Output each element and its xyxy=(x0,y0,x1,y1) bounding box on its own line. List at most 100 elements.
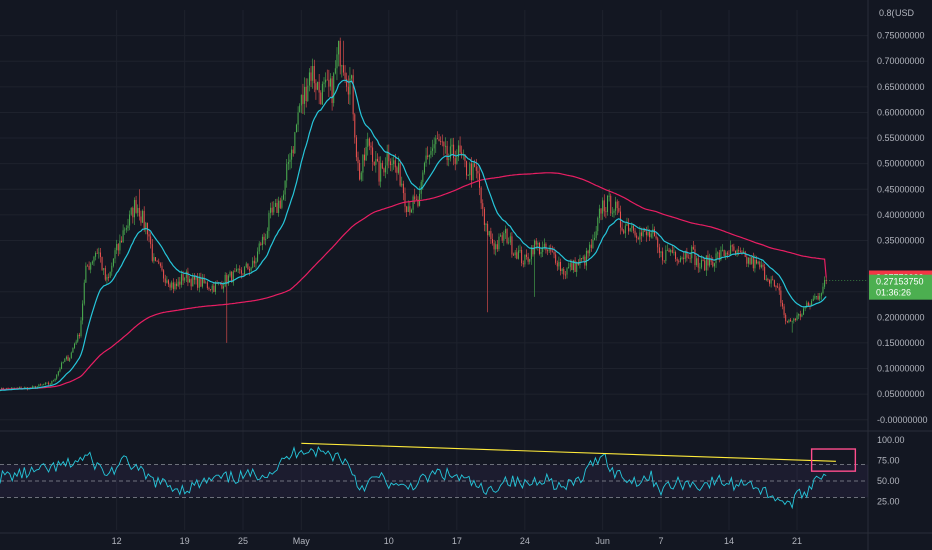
candle-body-down xyxy=(527,256,529,262)
candle-body-down xyxy=(464,154,466,162)
candle-body-up xyxy=(608,195,610,197)
candle-body-up xyxy=(485,223,487,225)
candle-body-down xyxy=(372,147,374,162)
candle-body-down xyxy=(409,206,411,213)
candle-body-down xyxy=(778,287,780,291)
candle-body-up xyxy=(822,286,824,294)
rsi-highlight-box[interactable] xyxy=(810,448,857,472)
candle-body-down xyxy=(618,208,620,212)
candle-body-down xyxy=(756,259,758,264)
candle-body-down xyxy=(279,200,281,208)
candle-body-down xyxy=(653,229,655,237)
candle-body-down xyxy=(723,249,725,257)
candle-body-up xyxy=(289,159,291,162)
candle-body-down xyxy=(143,210,145,229)
candle-body-up xyxy=(232,271,234,283)
candle-body-up xyxy=(25,387,27,389)
candle-body-up xyxy=(77,334,79,342)
candle-body-up xyxy=(432,148,434,151)
candle-body-down xyxy=(355,137,357,158)
candle-body-down xyxy=(138,207,140,217)
candle-body-down xyxy=(491,239,493,244)
candle-body-down xyxy=(683,257,685,259)
time-axis[interactable]: 12 19 25 May 10 17 24 Jun 7 14 21 xyxy=(112,536,802,546)
candle-body-down xyxy=(560,261,562,272)
candle-body-down xyxy=(459,145,461,153)
price-tick-label: 0.15000000 xyxy=(877,338,925,348)
candle-body-down xyxy=(662,251,664,261)
candle-body-down xyxy=(564,274,566,276)
time-tick-label: 10 xyxy=(384,536,394,546)
candle-body-down xyxy=(490,231,492,240)
candle-body-down xyxy=(686,251,688,258)
candle-body-down xyxy=(694,249,696,266)
candle-body-up xyxy=(297,112,299,125)
candle-body-up xyxy=(488,231,490,236)
candle-body-down xyxy=(263,236,265,240)
price-tick-label: 0.45000000 xyxy=(877,184,925,194)
candle-body-up xyxy=(49,383,51,385)
time-tick-label: Jun xyxy=(595,536,610,546)
candle-body-down xyxy=(436,138,438,140)
candle-body-up xyxy=(597,217,599,232)
candle-body-up xyxy=(166,280,168,283)
candle-body-down xyxy=(179,281,181,285)
candle-body-down xyxy=(320,92,322,105)
price-axis[interactable]: 0.8(USD 0.75000000 0.70000000 0.65000000 0.6… xyxy=(877,8,928,507)
candle-body-down xyxy=(417,199,419,206)
candle-body-up xyxy=(174,283,176,290)
candle-body-up xyxy=(41,384,43,386)
candle-body-up xyxy=(52,380,54,382)
candle-body-up xyxy=(261,236,263,246)
candle-body-up xyxy=(56,375,58,379)
candle-body-up xyxy=(568,266,570,269)
candle-body-up xyxy=(700,260,702,268)
candle-body-down xyxy=(354,114,356,138)
last-price-badge xyxy=(869,274,932,300)
candle-body-up xyxy=(814,296,816,299)
candle-body-down xyxy=(231,272,233,283)
candle-body-down xyxy=(739,251,741,252)
candle-body-down xyxy=(772,279,774,281)
candle-body-down xyxy=(466,161,468,176)
candle-body-up xyxy=(33,386,35,388)
candle-body-down xyxy=(120,240,123,242)
candle-body-up xyxy=(93,256,95,262)
rsi-trendline[interactable] xyxy=(301,442,836,462)
candle-body-down xyxy=(532,247,534,255)
slow-moving-average-line xyxy=(0,172,827,391)
candle-body-up xyxy=(760,264,762,268)
candle-body-down xyxy=(203,277,205,284)
candle-body-up xyxy=(500,235,502,237)
candle-body-up xyxy=(12,387,14,389)
candle-body-up xyxy=(631,225,633,229)
candle-body-down xyxy=(446,145,448,160)
candle-body-down xyxy=(480,187,482,204)
candle-body-down xyxy=(731,245,733,247)
candle-body-down xyxy=(140,216,142,223)
candle-body-down xyxy=(441,141,443,143)
candle-body-down xyxy=(581,258,583,260)
candle-body-up xyxy=(281,199,283,208)
candle-body-down xyxy=(623,230,625,234)
candle-body-up xyxy=(385,165,387,173)
candle-body-down xyxy=(574,260,576,272)
candle-body-down xyxy=(621,227,623,231)
candle-body-up xyxy=(214,283,216,292)
candle-body-up xyxy=(514,252,516,256)
candle-body-up xyxy=(804,307,806,309)
price-tick-label: -0.00000000 xyxy=(877,415,928,425)
candle-body-up xyxy=(51,380,53,384)
candle-body-up xyxy=(788,319,790,323)
candle-body-up xyxy=(469,163,471,176)
last-price-value: 0.27153750 xyxy=(876,277,924,287)
candle-body-down xyxy=(247,263,249,270)
candle-body-up xyxy=(542,247,544,252)
candle-body-up xyxy=(189,279,191,283)
candle-body-up xyxy=(537,243,539,245)
candle-body-down xyxy=(378,161,380,182)
candle-body-up xyxy=(137,207,139,213)
time-tick-label: 14 xyxy=(724,536,734,546)
candle-body-down xyxy=(777,286,779,288)
